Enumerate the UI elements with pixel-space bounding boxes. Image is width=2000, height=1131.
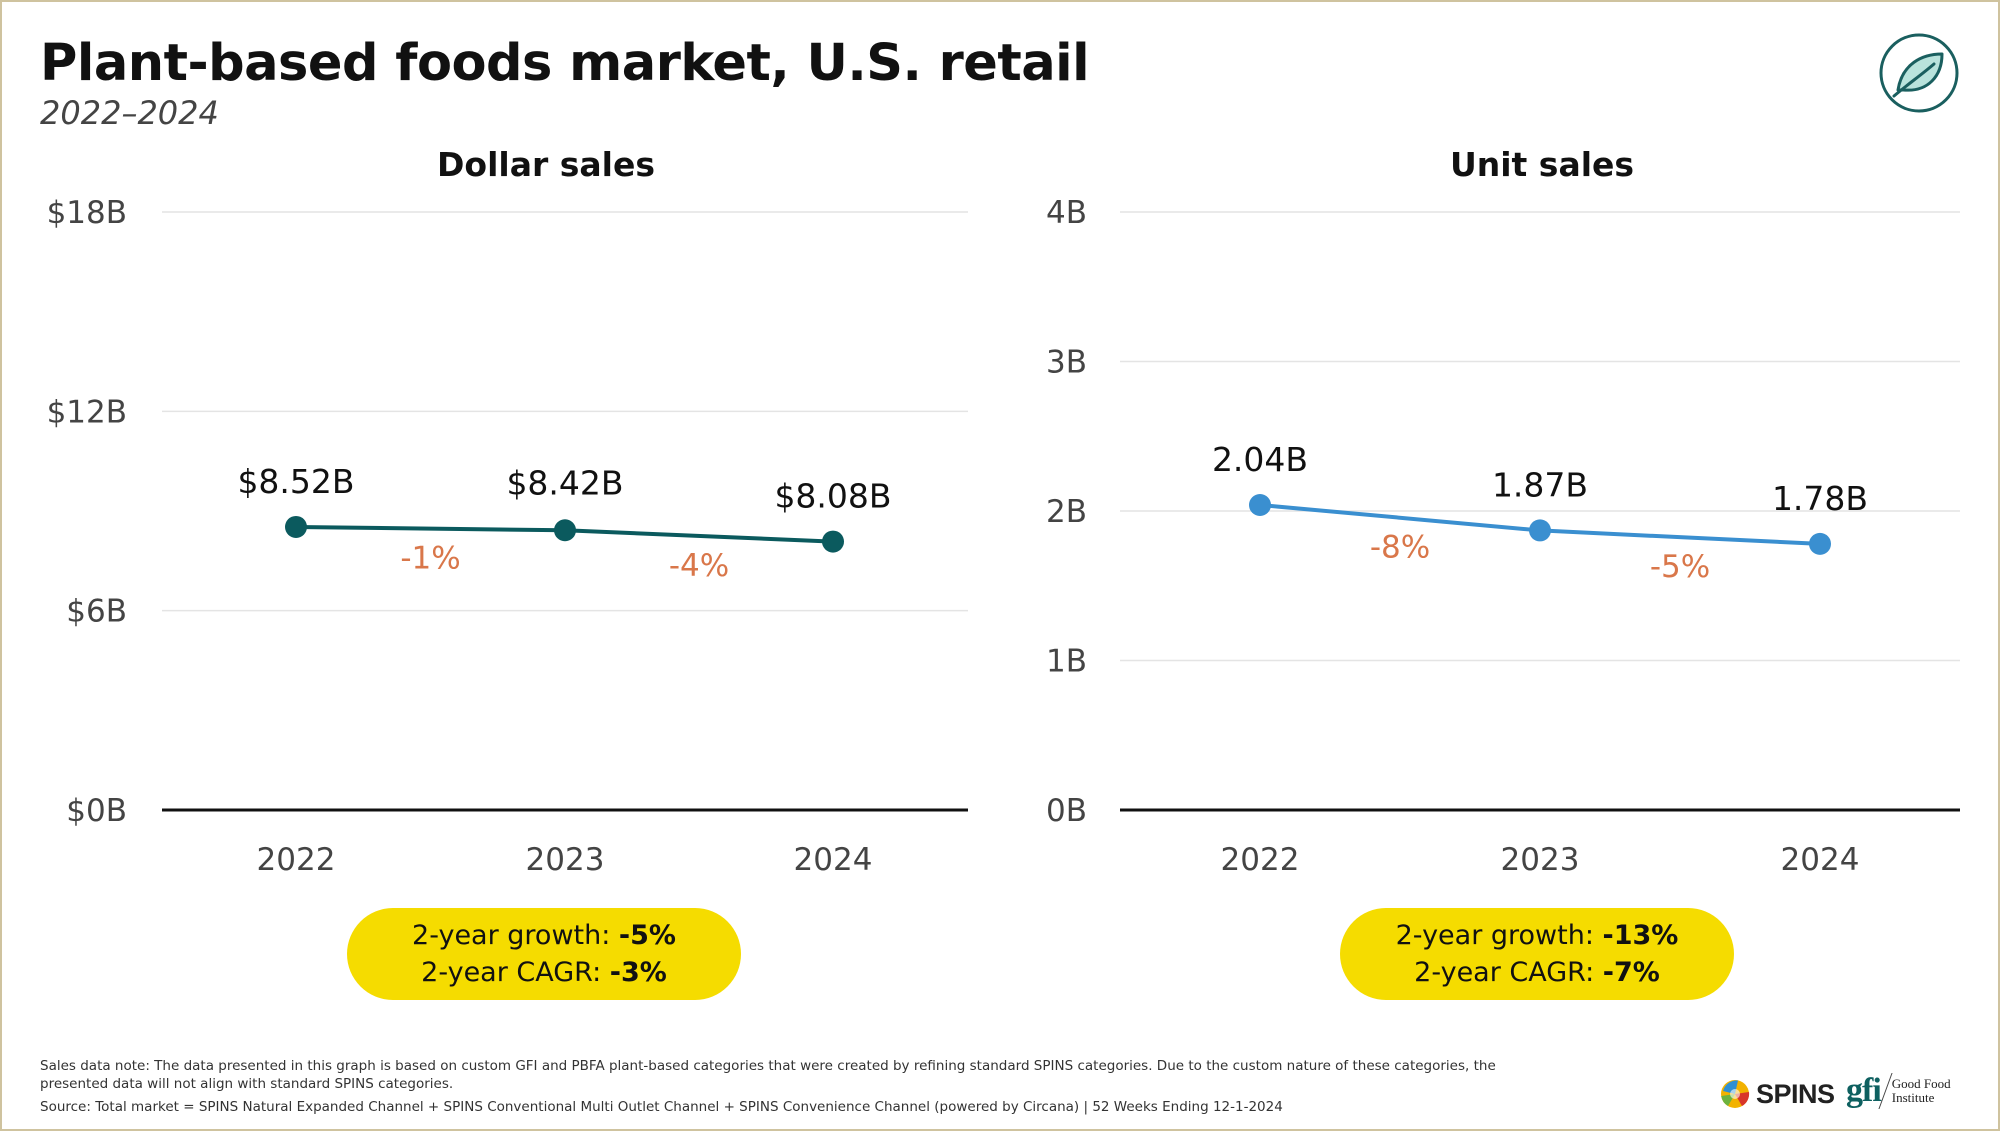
unit-data-label: 1.78B: [1772, 479, 1868, 518]
unit-growth-label: 2-year growth:: [1395, 920, 1594, 951]
leaf-icon: [1879, 33, 1959, 113]
dollar-x-tick-label: 2022: [257, 842, 336, 878]
unit-cagr-label: 2-year CAGR:: [1414, 957, 1595, 988]
unit-chart-title: Unit sales: [1450, 145, 1634, 184]
unit-growth-label: -5%: [1650, 549, 1710, 585]
dollar-data-point: [822, 530, 844, 553]
unit-x-tick-label: 2023: [1501, 842, 1580, 878]
sales-data-note: Sales data note: The data presented in t…: [40, 1058, 1496, 1092]
dollar-y-tick-label: $12B: [47, 394, 127, 430]
unit-growth-value: -13%: [1602, 920, 1679, 951]
dollar-x-tick-label: 2023: [526, 842, 605, 878]
unit-data-label: 2.04B: [1212, 440, 1308, 479]
unit-data-point: [1529, 519, 1551, 542]
dollar-y-tick-label: $18B: [47, 195, 127, 231]
unit-x-tick-label: 2022: [1221, 842, 1300, 878]
gfi-logo-name: Good Food Institute: [1892, 1077, 1951, 1105]
page-title: Plant-based foods market, U.S. retail: [40, 34, 1090, 93]
spins-globe-icon: [1721, 1080, 1750, 1108]
dollar-growth-label: -4%: [669, 548, 729, 584]
gfi-logo-mark: gfi: [1846, 1072, 1882, 1109]
gfi-name-line2: Institute: [1891, 1090, 1935, 1105]
spins-logo: SPINS: [1718, 1077, 1835, 1111]
unit-y-tick-label: 4B: [1046, 195, 1087, 231]
unit-cagr-line: 2-year CAGR: -7%: [1414, 954, 1660, 991]
unit-summary-callout: 2-year growth: -13% 2-year CAGR: -7%: [1340, 908, 1734, 1000]
spins-logo-text: SPINS: [1756, 1078, 1835, 1109]
unit-y-tick-label: 3B: [1046, 345, 1087, 381]
dollar-data-label: $8.52B: [237, 462, 354, 501]
dollar-cagr-label: 2-year CAGR:: [421, 957, 602, 988]
unit-cagr-value: -7%: [1602, 957, 1660, 988]
dollar-data-point: [285, 515, 307, 538]
page-subtitle: 2022–2024: [40, 94, 219, 132]
dollar-data-label: $8.42B: [506, 463, 623, 502]
unit-data-point: [1249, 494, 1271, 517]
unit-y-tick-label: 2B: [1046, 494, 1087, 530]
dollar-y-tick-label: $0B: [66, 793, 127, 829]
dollar-growth-label: -1%: [400, 541, 460, 577]
dollar-growth-label: 2-year growth:: [412, 920, 611, 951]
source-note: Source: Total market = SPINS Natural Exp…: [40, 1099, 1283, 1115]
gfi-name-line1: Good Food: [1891, 1076, 1951, 1091]
unit-growth-line: 2-year growth: -13%: [1396, 917, 1679, 954]
dollar-cagr-value: -3%: [609, 957, 667, 988]
unit-data-label: 1.87B: [1492, 465, 1588, 504]
dollar-growth-value: -5%: [618, 920, 676, 951]
dollar-growth-line: 2-year growth: -5%: [412, 917, 676, 954]
dollar-data-label: $8.08B: [774, 477, 891, 516]
dollar-data-point: [554, 519, 576, 542]
dollar-cagr-line: 2-year CAGR: -3%: [421, 954, 667, 991]
dollar-summary-callout: 2-year growth: -5% 2-year CAGR: -3%: [347, 908, 741, 1000]
dollar-y-tick-label: $6B: [66, 594, 127, 630]
unit-growth-label: -8%: [1370, 530, 1430, 566]
dollar-chart-title: Dollar sales: [437, 145, 655, 184]
unit-y-tick-label: 0B: [1046, 793, 1087, 829]
dollar-x-tick-label: 2024: [794, 842, 873, 878]
unit-x-tick-label: 2024: [1781, 842, 1860, 878]
unit-data-point: [1809, 532, 1831, 555]
gfi-logo: gfi Good Food Institute: [1846, 1072, 1951, 1110]
unit-y-tick-label: 1B: [1046, 644, 1087, 680]
